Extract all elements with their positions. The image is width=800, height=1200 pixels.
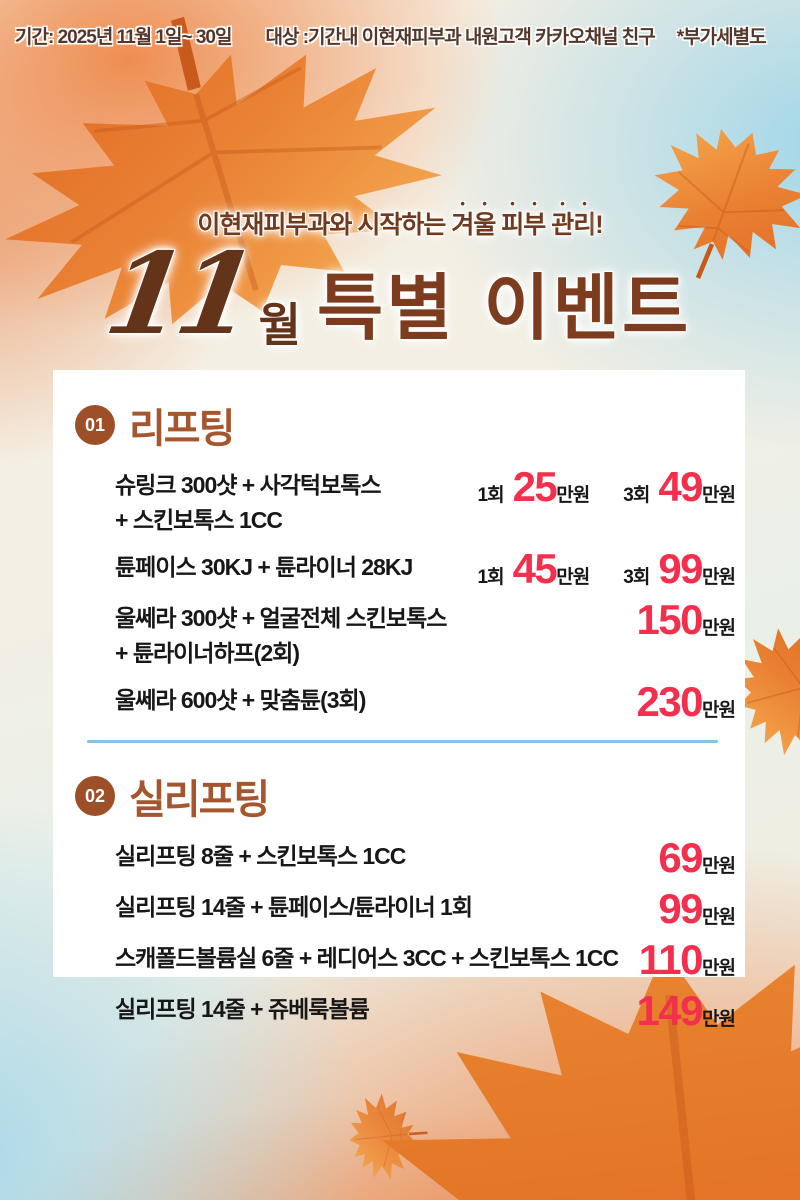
section-header: 02 실리프팅	[75, 767, 735, 825]
price-group: 150 만원	[636, 596, 736, 643]
price-group: 99 만원	[658, 885, 736, 932]
price-amount: 230	[636, 678, 703, 725]
price-group: 3회 49 만원	[623, 463, 736, 510]
subtitle-suffix: !	[595, 211, 603, 239]
price-group: 110 만원	[638, 936, 736, 983]
price-card: 01 리프팅 슈링크 300샷 + 사각턱보톡스 + 스킨보톡스 1CC 1회 25…	[53, 370, 745, 1031]
item-prices: 99 만원	[658, 885, 736, 932]
price-amount: 99	[658, 885, 703, 932]
hero-title: 11월 특별 이벤트	[0, 229, 800, 360]
price-amount: 150	[636, 596, 703, 643]
item-name: 실리프팅 8줄 + 스킨보톡스 1CC	[115, 839, 406, 874]
hero-subtitle: 이현재피부과와 시작하는 겨울 피부 관리!	[0, 196, 800, 241]
subtitle-prefix: 이현재피부과와 시작하는	[197, 211, 452, 239]
price-unit: 만원	[702, 485, 736, 506]
item-name: 실리프팅 14줄 + 튠페이스/튠라이너 1회	[115, 890, 473, 925]
price-group: 69 만원	[658, 834, 736, 881]
price-amount: 110	[638, 936, 704, 983]
price-amount: 25	[512, 463, 558, 510]
section-items: 실리프팅 8줄 + 스킨보톡스 1CC 69 만원 실리프팅 14줄 + 튠페이스…	[115, 834, 736, 1034]
title-month-number: 11	[97, 229, 258, 360]
price-row: 실리프팅 14줄 + 쥬베룩볼륨 149 만원	[115, 987, 736, 1034]
price-row: 슈링크 300샷 + 사각턱보톡스 + 스킨보톡스 1CC 1회 25 만원 3회 49 만…	[115, 463, 736, 538]
section-header: 01 리프팅	[75, 396, 735, 454]
price-amount: 49	[658, 463, 703, 510]
price-unit: 만원	[556, 485, 590, 506]
item-prices: 1회 45 만원 3회 99 만원	[477, 545, 736, 592]
price-row: 스캐폴드볼륨실 6줄 + 레디어스 3CC + 스킨보톡스 1CC 110 만원	[115, 936, 736, 983]
item-name: 울쎄라 600샷 + 맞춤튠(3회)	[115, 683, 366, 718]
price-qty: 3회	[623, 485, 650, 506]
event-target: 대상 :기간내 이현재피부과 내원고객 카카오채널 친구	[265, 27, 655, 48]
price-amount: 149	[636, 987, 703, 1034]
item-name-line: + 튠라이너하프(2회)	[115, 640, 300, 666]
price-qty: 3회	[623, 567, 650, 588]
section-divider	[87, 740, 718, 743]
item-name-line: 울쎄라 300샷 + 얼굴전체 스킨보톡스	[115, 605, 447, 631]
meta-bar: 기간: 2025년 11월 1일~ 30일 대상 :기간내 이현재피부과 내원고…	[0, 22, 800, 49]
price-section: 02 실리프팅 실리프팅 8줄 + 스킨보톡스 1CC 69 만원 실리프팅 14…	[75, 767, 736, 1034]
price-amount: 69	[658, 834, 703, 881]
hero: 이현재피부과와 시작하는 겨울 피부 관리! 11월 특별 이벤트	[0, 196, 800, 360]
price-qty: 1회	[477, 485, 505, 506]
item-name: 울쎄라 300샷 + 얼굴전체 스킨보톡스 + 튠라이너하프(2회)	[115, 601, 447, 671]
price-unit: 만원	[702, 907, 736, 928]
item-prices: 1회 25 만원 3회 49 만원	[477, 463, 736, 510]
item-name-line: 실리프팅 14줄 + 쥬베룩볼륨	[115, 996, 370, 1022]
section-title: 실리프팅	[129, 778, 270, 822]
item-name-line: 튠페이스 30KJ + 튠라이너 28KJ	[115, 554, 413, 580]
item-name-line: + 스킨보톡스 1CC	[115, 507, 283, 533]
item-name: 슈링크 300샷 + 사각턱보톡스 + 스킨보톡스 1CC	[115, 468, 382, 538]
price-section: 01 리프팅 슈링크 300샷 + 사각턱보톡스 + 스킨보톡스 1CC 1회 25…	[75, 396, 736, 725]
item-name-line: 실리프팅 14줄 + 튠페이스/튠라이너 1회	[115, 894, 473, 920]
item-prices: 149 만원	[636, 987, 736, 1034]
price-unit: 만원	[702, 856, 736, 877]
section-items: 슈링크 300샷 + 사각턱보톡스 + 스킨보톡스 1CC 1회 25 만원 3회 49 만…	[115, 463, 736, 725]
price-unit: 만원	[556, 567, 590, 588]
section-title: 리프팅	[129, 407, 235, 451]
price-amount: 45	[512, 545, 558, 592]
item-name: 튠페이스 30KJ + 튠라이너 28KJ	[115, 550, 413, 585]
item-name: 스캐폴드볼륨실 6줄 + 레디어스 3CC + 스킨보톡스 1CC	[115, 941, 619, 976]
item-name-line: 스캐폴드볼륨실 6줄 + 레디어스 3CC + 스킨보톡스 1CC	[115, 945, 619, 971]
section-badge: 01	[75, 405, 115, 445]
subtitle-emphasis: 겨울 피부 관리	[451, 211, 596, 239]
title-rest: 특별 이벤트	[316, 265, 692, 350]
price-unit: 만원	[702, 567, 736, 588]
price-unit: 만원	[702, 958, 736, 979]
price-row: 실리프팅 14줄 + 튠페이스/튠라이너 1회 99 만원	[115, 885, 736, 932]
price-row: 울쎄라 300샷 + 얼굴전체 스킨보톡스 + 튠라이너하프(2회) 150 만원	[115, 596, 736, 671]
item-name-line: 울쎄라 600샷 + 맞춤튠(3회)	[115, 687, 366, 713]
price-row: 실리프팅 8줄 + 스킨보톡스 1CC 69 만원	[115, 834, 736, 881]
price-row: 튠페이스 30KJ + 튠라이너 28KJ 1회 45 만원 3회 99 만원	[115, 545, 736, 592]
price-group: 3회 99 만원	[623, 545, 736, 592]
item-prices: 110 만원	[638, 936, 736, 983]
section-badge: 02	[75, 776, 115, 816]
item-name-line: 슈링크 300샷 + 사각턱보톡스	[115, 472, 382, 498]
price-group: 1회 45 만원	[477, 545, 591, 592]
price-row: 울쎄라 600샷 + 맞춤튠(3회) 230 만원	[115, 678, 736, 725]
item-prices: 69 만원	[658, 834, 736, 881]
price-qty: 1회	[477, 567, 505, 588]
item-prices: 230 만원	[636, 678, 736, 725]
item-prices: 150 만원	[636, 596, 736, 643]
price-unit: 만원	[702, 700, 736, 721]
price-group: 230 만원	[636, 678, 736, 725]
item-name: 실리프팅 14줄 + 쥬베룩볼륨	[115, 992, 370, 1027]
price-amount: 99	[658, 545, 703, 592]
vat-note: *부가세별도	[676, 27, 767, 48]
price-unit: 만원	[702, 618, 736, 639]
price-unit: 만원	[702, 1009, 736, 1030]
price-group: 1회 25 만원	[477, 463, 591, 510]
event-period: 기간: 2025년 11월 1일~ 30일	[15, 27, 232, 48]
title-month-suffix: 월	[258, 298, 301, 352]
item-name-line: 실리프팅 8줄 + 스킨보톡스 1CC	[115, 843, 406, 869]
price-group: 149 만원	[636, 987, 736, 1034]
